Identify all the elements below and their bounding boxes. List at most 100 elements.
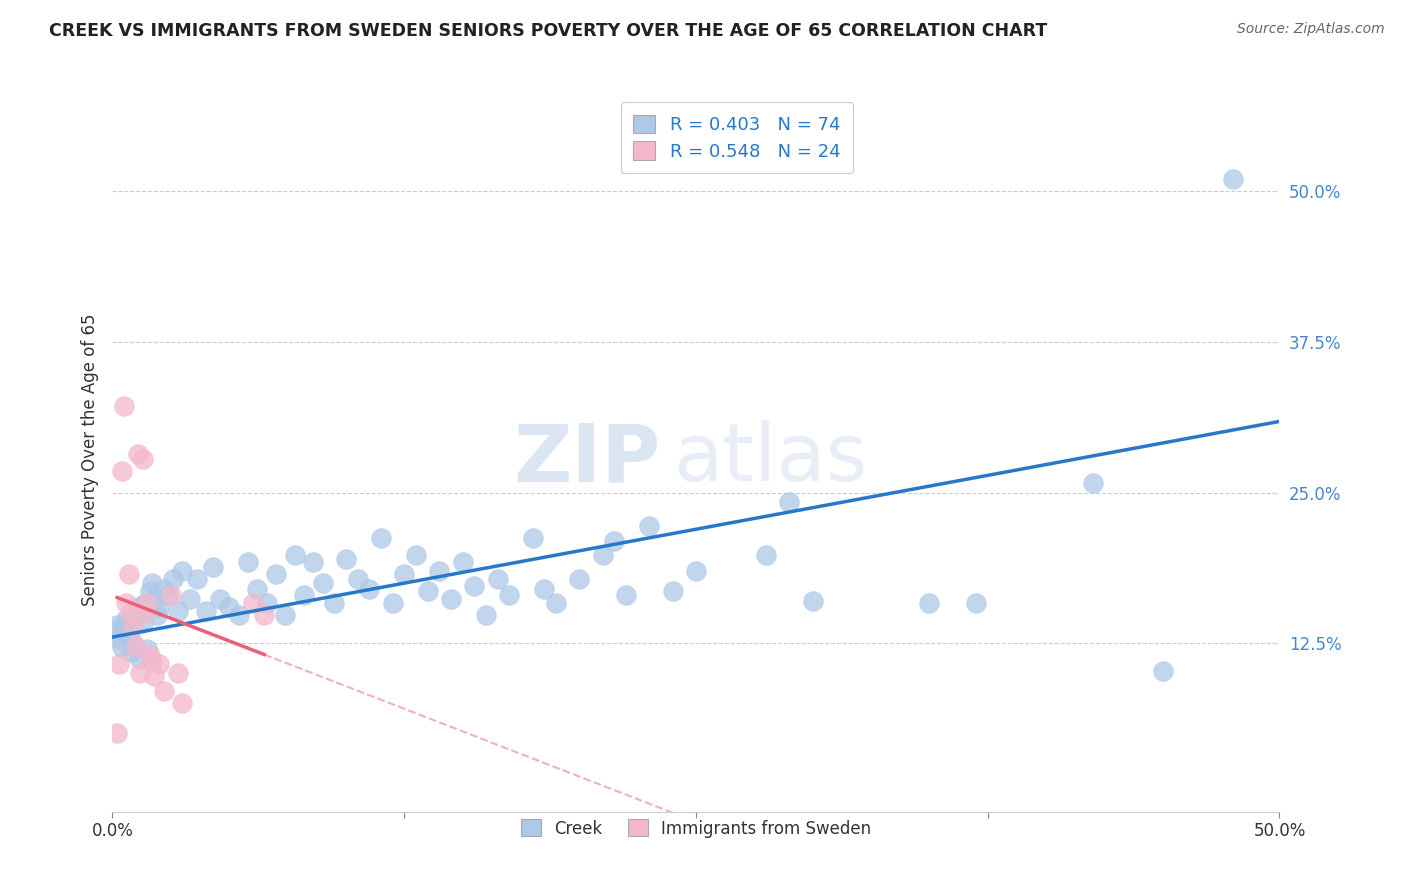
Point (568, 572, 591, 586)
Point (134, 596, 156, 610)
Point (104, 624, 127, 638)
Point (533, 582, 555, 596)
Point (111, 640, 134, 654)
Point (153, 582, 176, 596)
Point (614, 588, 637, 602)
Point (166, 666, 188, 681)
Point (394, 567, 416, 582)
Point (246, 582, 269, 596)
Point (498, 588, 520, 602)
Point (218, 599, 240, 614)
Point (311, 575, 333, 590)
Point (427, 564, 450, 578)
Point (264, 567, 287, 582)
Point (148, 657, 170, 671)
Point (486, 572, 509, 586)
Point (638, 519, 661, 533)
Point (129, 666, 152, 681)
Point (801, 594, 824, 608)
Point (118, 567, 141, 582)
Point (1081, 475, 1104, 490)
Point (143, 668, 166, 682)
Point (242, 596, 264, 610)
Point (918, 596, 941, 610)
Point (122, 620, 145, 634)
Text: Source: ZipAtlas.com: Source: ZipAtlas.com (1237, 22, 1385, 37)
Point (475, 608, 498, 623)
Point (122, 636, 145, 650)
Point (201, 560, 224, 574)
Point (416, 584, 439, 599)
Legend: Creek, Immigrants from Sweden: Creek, Immigrants from Sweden (509, 807, 883, 849)
Point (778, 495, 800, 509)
Point (283, 548, 305, 562)
Point (157, 588, 180, 602)
Point (136, 642, 159, 657)
Point (228, 608, 250, 623)
Point (274, 608, 297, 623)
Point (685, 564, 707, 578)
Point (302, 555, 325, 569)
Point (544, 596, 567, 610)
Point (603, 533, 626, 548)
Point (256, 596, 278, 610)
Point (381, 596, 404, 610)
Point (112, 399, 135, 413)
Point (127, 447, 149, 461)
Point (592, 548, 614, 562)
Point (172, 696, 194, 710)
Point (112, 620, 135, 634)
Point (1222, 172, 1244, 186)
Point (323, 596, 346, 610)
Point (139, 584, 162, 599)
Point (370, 531, 392, 545)
Point (172, 564, 194, 578)
Point (134, 606, 156, 620)
Point (105, 726, 128, 740)
Point (141, 654, 163, 668)
Text: atlas: atlas (672, 420, 868, 499)
Point (139, 648, 162, 662)
Point (141, 575, 163, 590)
Point (162, 572, 184, 586)
Point (405, 548, 427, 562)
Point (1152, 664, 1174, 678)
Point (132, 451, 155, 466)
Point (143, 591, 166, 606)
Point (179, 591, 201, 606)
Point (346, 572, 368, 586)
Point (965, 596, 987, 610)
Point (148, 599, 170, 614)
Point (118, 627, 141, 641)
Point (292, 588, 315, 602)
Point (440, 591, 463, 606)
Point (661, 584, 683, 599)
Point (108, 632, 131, 647)
Point (115, 612, 138, 626)
Point (166, 603, 188, 617)
Point (153, 684, 176, 698)
Point (132, 615, 155, 630)
Point (335, 551, 357, 566)
Point (127, 599, 149, 614)
Point (186, 572, 208, 586)
Point (755, 548, 778, 562)
Point (253, 608, 276, 623)
Point (120, 606, 142, 620)
Point (108, 657, 131, 671)
Point (111, 464, 134, 478)
Point (105, 618, 128, 632)
Point (194, 603, 217, 617)
Point (359, 582, 381, 596)
Y-axis label: Seniors Poverty Over the Age of 65: Seniors Poverty Over the Age of 65 (80, 313, 98, 606)
Point (146, 608, 169, 623)
Point (136, 596, 159, 610)
Point (160, 588, 183, 602)
Point (125, 640, 148, 654)
Point (463, 579, 485, 593)
Point (522, 531, 544, 545)
Point (115, 596, 138, 610)
Point (129, 651, 152, 665)
Point (125, 608, 148, 623)
Point (451, 555, 474, 569)
